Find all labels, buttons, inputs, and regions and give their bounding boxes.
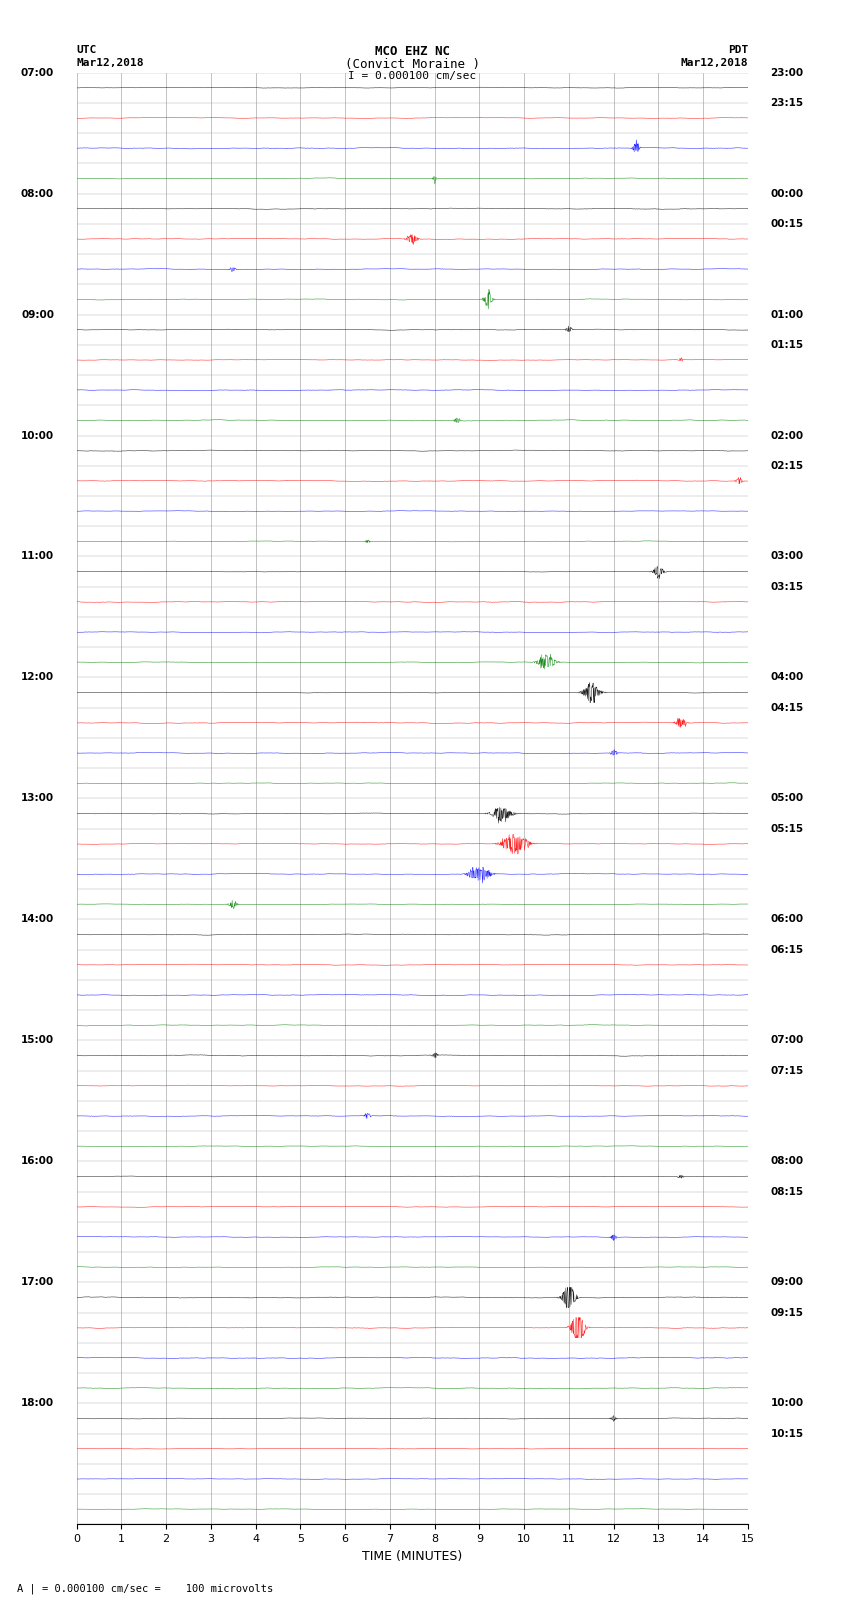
Text: 06:15: 06:15 (770, 945, 803, 955)
Text: PDT: PDT (728, 45, 748, 55)
Text: 17:00: 17:00 (21, 1277, 54, 1287)
Text: A | = 0.000100 cm/sec =    100 microvolts: A | = 0.000100 cm/sec = 100 microvolts (17, 1582, 273, 1594)
Text: 03:15: 03:15 (770, 582, 803, 592)
Text: MCO EHZ NC: MCO EHZ NC (375, 45, 450, 58)
Text: 04:00: 04:00 (770, 673, 803, 682)
Text: I = 0.000100 cm/sec: I = 0.000100 cm/sec (348, 71, 476, 81)
Text: 01:00: 01:00 (770, 310, 803, 319)
Text: 05:00: 05:00 (770, 794, 803, 803)
Text: 01:15: 01:15 (770, 340, 803, 350)
Text: 13:00: 13:00 (21, 794, 54, 803)
Text: 00:00: 00:00 (770, 189, 803, 198)
Text: 04:15: 04:15 (770, 703, 803, 713)
Text: 09:15: 09:15 (770, 1308, 803, 1318)
Text: 05:15: 05:15 (770, 824, 803, 834)
X-axis label: TIME (MINUTES): TIME (MINUTES) (362, 1550, 462, 1563)
Text: 03:00: 03:00 (770, 552, 803, 561)
Text: 02:00: 02:00 (770, 431, 803, 440)
Text: 08:00: 08:00 (770, 1157, 803, 1166)
Text: UTC: UTC (76, 45, 97, 55)
Text: 00:15: 00:15 (770, 219, 803, 229)
Text: 10:00: 10:00 (770, 1398, 803, 1408)
Text: 02:15: 02:15 (770, 461, 803, 471)
Text: 11:00: 11:00 (21, 552, 54, 561)
Text: 12:00: 12:00 (21, 673, 54, 682)
Text: 15:00: 15:00 (21, 1036, 54, 1045)
Text: 08:00: 08:00 (21, 189, 54, 198)
Text: 08:15: 08:15 (770, 1187, 803, 1197)
Text: 07:15: 07:15 (770, 1066, 803, 1076)
Text: 09:00: 09:00 (21, 310, 54, 319)
Text: 23:00: 23:00 (770, 68, 803, 77)
Text: 07:00: 07:00 (21, 68, 54, 77)
Text: 10:00: 10:00 (21, 431, 54, 440)
Text: 14:00: 14:00 (21, 915, 54, 924)
Text: 07:00: 07:00 (770, 1036, 803, 1045)
Text: (Convict Moraine ): (Convict Moraine ) (345, 58, 479, 71)
Text: 18:00: 18:00 (21, 1398, 54, 1408)
Text: 16:00: 16:00 (21, 1157, 54, 1166)
Text: 09:00: 09:00 (770, 1277, 803, 1287)
Text: 10:15: 10:15 (770, 1429, 803, 1439)
Text: Mar12,2018: Mar12,2018 (76, 58, 144, 68)
Text: Mar12,2018: Mar12,2018 (681, 58, 748, 68)
Text: 06:00: 06:00 (770, 915, 803, 924)
Text: 23:15: 23:15 (770, 98, 803, 108)
